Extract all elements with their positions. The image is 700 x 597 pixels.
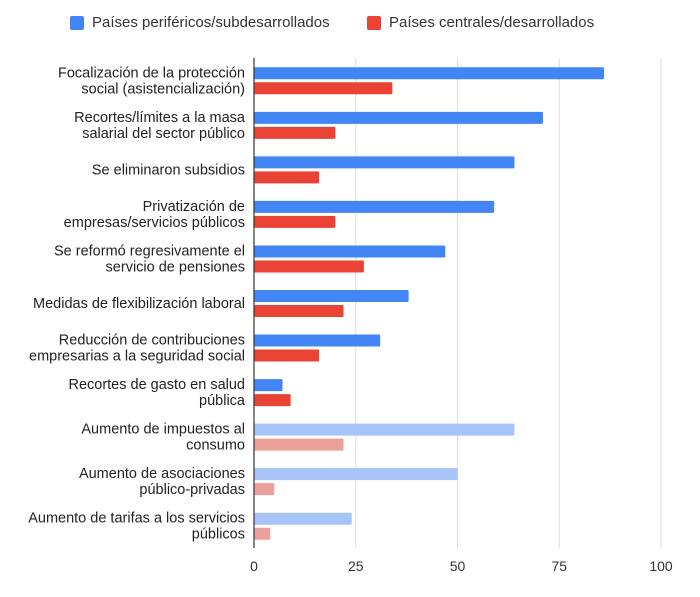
bar-centrales[interactable] xyxy=(254,527,271,540)
bar-centrales[interactable] xyxy=(254,171,320,184)
x-tick-label: 25 xyxy=(348,558,364,574)
bar-centrales[interactable] xyxy=(254,305,344,317)
category-label: Medidas de flexibilización laboral xyxy=(33,296,245,312)
bar-centrales[interactable] xyxy=(254,394,291,407)
category-label: pública xyxy=(199,393,246,409)
legend-item-centrales[interactable]: Países centrales/desarrollados xyxy=(367,14,594,31)
category-label: Aumento de impuestos al xyxy=(81,422,245,438)
bar-perifericos[interactable] xyxy=(254,379,283,392)
category-label: Aumento de tarifas a los servicios xyxy=(28,511,245,527)
bar-centrales[interactable] xyxy=(254,215,336,228)
category-label: empresarias a la seguridad social xyxy=(29,349,245,365)
bar-perifericos[interactable] xyxy=(254,111,543,124)
legend-label-centrales: Países centrales/desarrollados xyxy=(389,14,595,31)
bar-centrales[interactable] xyxy=(254,82,393,95)
bar-perifericos[interactable] xyxy=(254,156,515,169)
category-label: Aumento de asociaciones xyxy=(79,466,245,482)
x-tick-label: 50 xyxy=(450,558,466,574)
category-label: Se reformó regresivamente el xyxy=(54,243,245,259)
category-label: Reducción de contribuciones xyxy=(59,333,245,349)
bar-perifericos[interactable] xyxy=(254,200,495,213)
bar-perifericos[interactable] xyxy=(254,512,352,525)
bar-perifericos[interactable] xyxy=(254,245,446,258)
category-label: social (asistencialización) xyxy=(81,81,245,97)
bar-centrales[interactable] xyxy=(254,438,344,451)
bar-centrales[interactable] xyxy=(254,349,320,362)
x-tick-label: 75 xyxy=(551,558,567,574)
legend-item-perifericos[interactable]: Países periféricos/subdesarrollados xyxy=(70,14,330,31)
category-label: empresas/servicios públicos xyxy=(64,215,245,231)
bar-perifericos[interactable] xyxy=(254,468,458,481)
category-label: Focalización de la protección xyxy=(58,65,245,81)
bar-centrales[interactable] xyxy=(254,260,364,273)
category-label: Recortes/límites a la masa xyxy=(74,110,246,126)
category-label: Se eliminaron subsidios xyxy=(92,162,245,178)
legend-label-perifericos: Países periféricos/subdesarrollados xyxy=(92,14,330,31)
bar-perifericos[interactable] xyxy=(254,334,381,347)
category-label: Privatización de xyxy=(143,199,245,215)
category-label: público-privadas xyxy=(139,482,245,498)
bar-perifericos[interactable] xyxy=(254,67,605,80)
category-label: Recortes de gasto en salud xyxy=(68,377,245,393)
bar-perifericos[interactable] xyxy=(254,290,409,302)
legend-swatch-blue xyxy=(70,15,84,30)
bar-centrales[interactable] xyxy=(254,126,336,139)
x-tick-label: 0 xyxy=(250,558,258,574)
legend: Países periféricos/subdesarrollados País… xyxy=(0,14,700,38)
category-label: públicos xyxy=(192,527,245,543)
bar-centrales[interactable] xyxy=(254,483,275,496)
bar-perifericos[interactable] xyxy=(254,423,515,436)
x-tick-label: 100 xyxy=(649,558,673,574)
category-label: consumo xyxy=(186,438,245,454)
legend-swatch-red xyxy=(367,15,381,30)
category-label: salarial del sector público xyxy=(82,126,245,142)
category-label: servicio de pensiones xyxy=(106,259,245,275)
